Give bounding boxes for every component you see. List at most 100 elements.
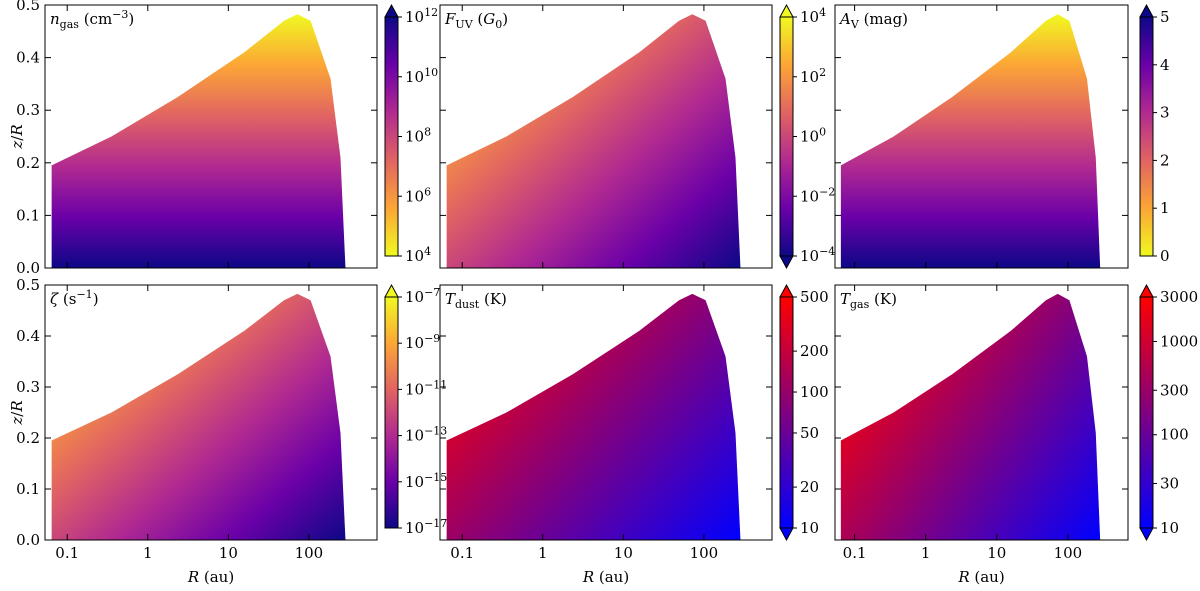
text-part: (s — [58, 290, 76, 308]
y-axis-label: z/R — [8, 400, 26, 425]
colorbar-tick-label: 3 — [1160, 104, 1170, 122]
text-part: A — [838, 10, 851, 28]
y-tick-label: 0.1 — [16, 206, 40, 224]
panel-title: ngas (cm−3) — [50, 8, 134, 31]
text-part: −3 — [112, 8, 128, 21]
text-part: −7 — [424, 286, 440, 299]
panel-title: ζ (s−1) — [50, 288, 99, 308]
text-part: 10 — [800, 247, 819, 265]
text-part: 0 — [495, 18, 502, 31]
text-part: 10 — [405, 519, 424, 537]
text-part: 10 — [405, 473, 424, 491]
text-part: (mag) — [859, 10, 908, 28]
text-part: 10 — [800, 128, 819, 146]
y-tick-label: 0.3 — [16, 101, 40, 119]
text-part: gas — [60, 18, 80, 31]
text-part: ) — [128, 10, 134, 28]
text-part: R — [8, 124, 26, 136]
disk-field — [840, 293, 1101, 540]
panel-title: AV (mag) — [838, 10, 908, 31]
colorbar-tick-label: 10−11 — [405, 378, 447, 398]
axes-frame — [439, 4, 773, 269]
text-part: 10 — [405, 380, 424, 398]
y-tick-label: 0.2 — [16, 154, 40, 172]
text-part: −17 — [424, 517, 447, 530]
colorbar-tick-label: 104 — [800, 6, 826, 26]
colorbar-tick-label: 1000 — [1160, 332, 1198, 350]
text-part: 10 — [405, 8, 424, 26]
y-tick-label: 0.5 — [16, 0, 40, 14]
text-part: UV — [455, 18, 473, 31]
x-axis-label: R (au) — [957, 568, 1004, 586]
colorbar-tick-label: 100 — [800, 383, 829, 401]
text-part: 0 — [819, 126, 826, 139]
colorbar-tick-label: 10−15 — [405, 471, 447, 491]
x-tick-label: 10 — [987, 544, 1006, 562]
x-tick-label: 1 — [921, 544, 931, 562]
colorbar — [384, 16, 399, 257]
text-part: 10 — [800, 187, 819, 205]
colorbar-tick-label: 0 — [1160, 247, 1170, 265]
text-part: ( — [473, 10, 484, 28]
colorbar-extend — [1139, 527, 1154, 542]
y-tick-label: 0.5 — [16, 276, 40, 294]
panel-title: FUV (G0) — [444, 10, 508, 31]
colorbar-tick-label: 10−17 — [405, 517, 447, 537]
colorbar-tick-label: 10 — [800, 519, 819, 537]
text-part: dust — [455, 298, 480, 311]
text-part: −4 — [819, 245, 835, 258]
text-part: 10 — [800, 68, 819, 86]
text-part: (au) — [594, 568, 629, 586]
disk-field — [840, 14, 1101, 268]
disk-field — [446, 293, 741, 540]
colorbar-tick-label: 10−13 — [405, 425, 447, 445]
colorbar-tick-label: 20 — [800, 478, 819, 496]
colorbar-extend — [384, 3, 399, 18]
text-part: 6 — [424, 185, 431, 198]
text-part: z — [8, 141, 26, 150]
text-part: gas — [850, 298, 870, 311]
text-part: −1 — [76, 288, 92, 301]
text-part: (au) — [199, 568, 234, 586]
colorbar-tick-label: 10−4 — [800, 245, 835, 265]
text-part: −2 — [819, 185, 835, 198]
text-part: ζ — [50, 290, 59, 308]
text-part: −15 — [424, 471, 447, 484]
panel: 0.1 1 10 1000.00.10.20.30.40.5R (au)z/Rζ (s… — [8, 276, 447, 586]
panel-title: Tdust (K) — [445, 290, 507, 311]
text-part: n — [50, 10, 60, 28]
x-tick-label: 0.1 — [55, 544, 79, 562]
colorbar-extend — [1139, 283, 1154, 298]
x-tick-label: 10 — [614, 544, 633, 562]
colorbar-tick-label: 2 — [1160, 151, 1170, 169]
x-tick-label: 1 — [143, 544, 153, 562]
y-axis-label: z/R — [8, 124, 26, 149]
panel: AV (mag) 0 1 2 3 4 5 — [834, 3, 1170, 269]
text-part: / — [8, 411, 26, 417]
text-part: 10 — [405, 334, 424, 352]
y-tick-label: 0.0 — [16, 259, 40, 277]
y-tick-label: 0.4 — [16, 49, 40, 67]
colorbar-tick-label: 500 — [800, 288, 829, 306]
text-part: 10 — [405, 427, 424, 445]
colorbar-tick-label: 108 — [405, 126, 431, 146]
colorbar-tick-label: 1010 — [405, 66, 438, 86]
y-tick-label: 0.2 — [16, 429, 40, 447]
colorbar-tick-label: 30 — [1160, 475, 1179, 493]
colorbar-extend — [1139, 3, 1154, 18]
x-axis-label: R (au) — [187, 568, 234, 586]
axes-frame — [44, 284, 378, 541]
text-part: (cm — [79, 10, 112, 28]
text-part: (K) — [479, 290, 507, 308]
disk-field — [51, 293, 346, 540]
text-part: 12 — [424, 6, 438, 19]
text-part: 4 — [819, 6, 826, 19]
y-tick-label: 0.1 — [16, 480, 40, 498]
text-part: / — [8, 135, 26, 141]
text-part: R — [8, 400, 26, 412]
text-part: V — [850, 18, 860, 31]
text-part: 10 — [424, 66, 438, 79]
